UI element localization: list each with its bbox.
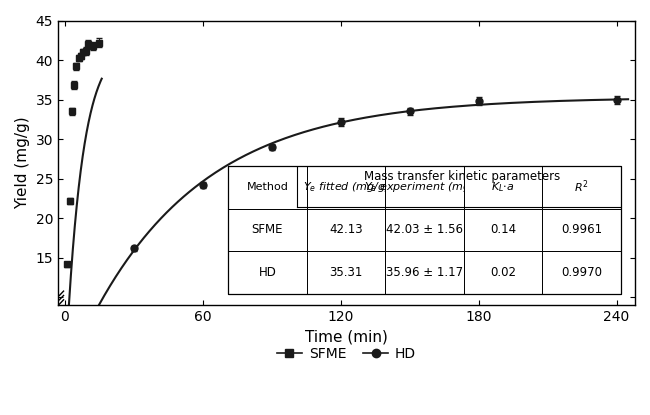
Legend: SFME, HD: SFME, HD	[272, 342, 422, 367]
X-axis label: Time (min): Time (min)	[305, 330, 388, 345]
Y-axis label: Yield (mg/g): Yield (mg/g)	[15, 117, 30, 209]
